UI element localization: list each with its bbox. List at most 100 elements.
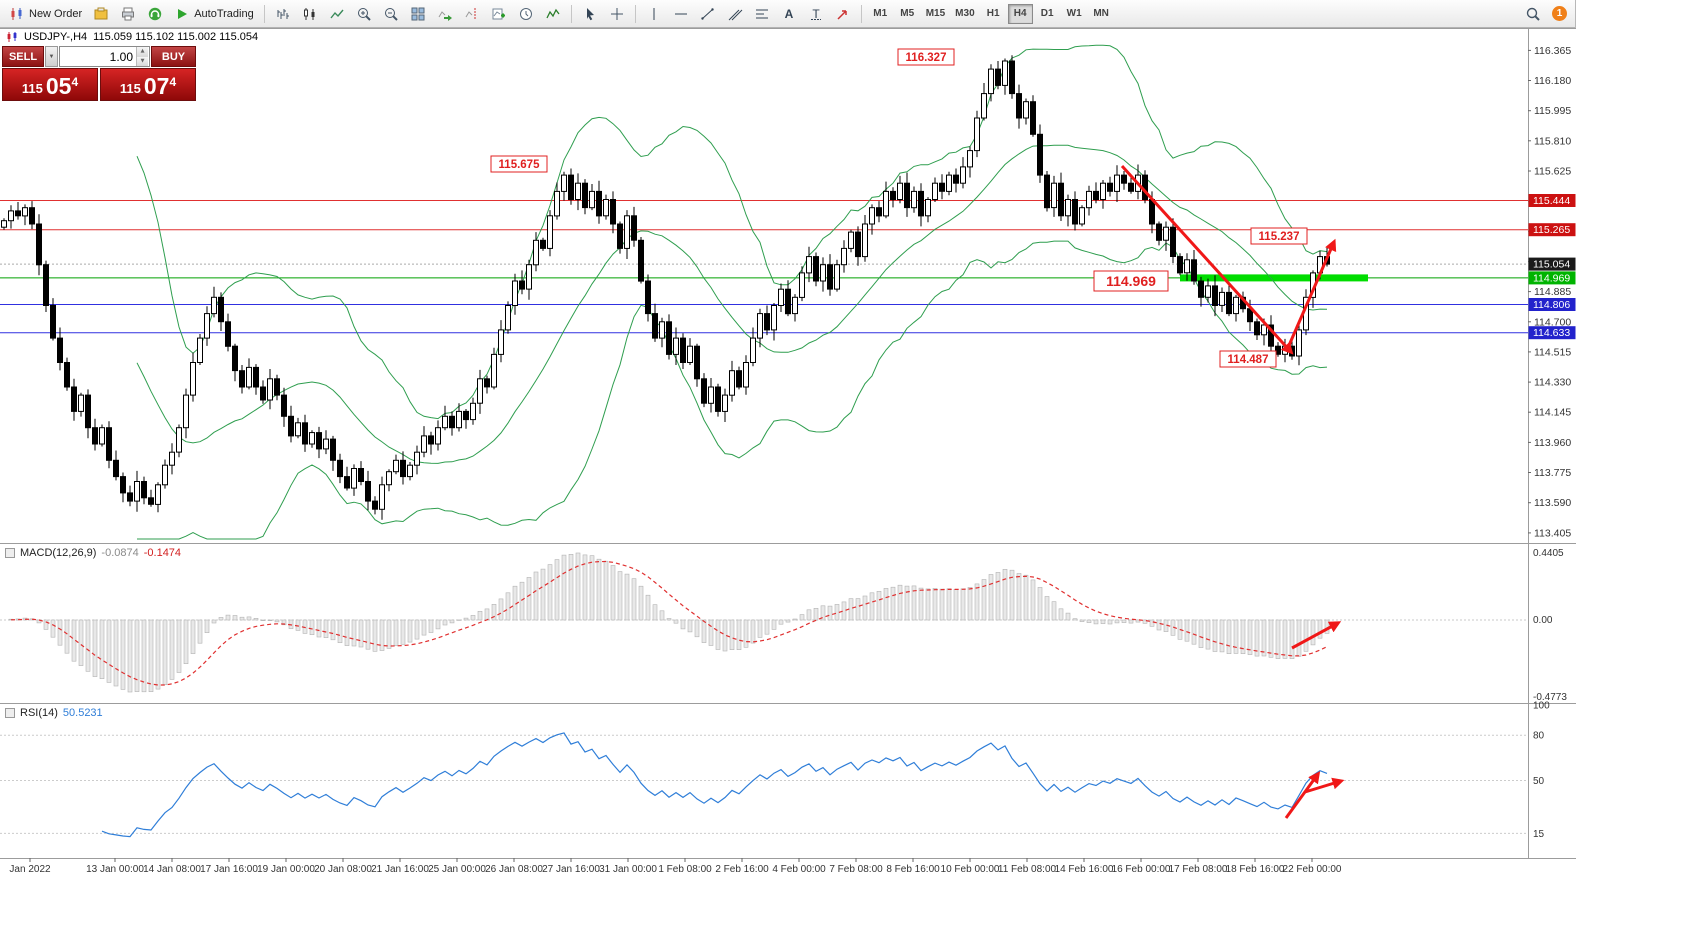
svg-text:116.327: 116.327	[906, 52, 947, 64]
timeframe-M5-button[interactable]: M5	[895, 4, 920, 24]
bar-chart-icon	[277, 8, 289, 19]
community-button[interactable]	[142, 3, 168, 25]
crosshair-button[interactable]	[604, 3, 630, 25]
svg-text:114.969: 114.969	[1106, 273, 1156, 289]
svg-text:10 Feb 00:00: 10 Feb 00:00	[941, 864, 1000, 875]
timeframe-H1-button[interactable]: H1	[981, 4, 1006, 24]
timeframe-D1-button[interactable]: D1	[1035, 4, 1060, 24]
trendline-icon	[701, 7, 714, 20]
search-button[interactable]	[1520, 3, 1546, 25]
sell-price-pips: 05	[45, 73, 72, 99]
new-order-button[interactable]: New Order	[4, 3, 87, 25]
timeframe-M1-button[interactable]: M1	[868, 4, 893, 24]
svg-text:0.4405: 0.4405	[1533, 548, 1564, 559]
zoom-out-button[interactable]	[378, 3, 404, 25]
chart-tab-icon	[7, 32, 17, 42]
svg-text:115.237: 115.237	[1259, 231, 1300, 243]
chevron-down-icon: ▼	[48, 53, 55, 60]
svg-text:19 Jan 00:00: 19 Jan 00:00	[257, 864, 315, 875]
one-click-trading-panel: SELL ▼ 1.00 ▲ ▼ BUY 115 05 4 115 07 4	[2, 46, 196, 101]
horizontal-line-icon	[674, 13, 687, 14]
tile-windows-icon	[411, 7, 425, 20]
svg-text:115.675: 115.675	[499, 159, 541, 171]
rsi-scale: 100 80 50 15	[1533, 701, 1550, 840]
cursor-icon	[586, 7, 594, 20]
toolbar-separator	[634, 4, 636, 23]
zoom-in-button[interactable]	[351, 3, 377, 25]
auto-scroll-button[interactable]	[432, 3, 458, 25]
vertical-line-tool-button[interactable]	[641, 3, 667, 25]
macd-scale: 0.4405 0.00 -0.4773	[1533, 548, 1567, 703]
indicators-button[interactable]	[540, 3, 566, 25]
symbol-title: USDJPY-,H4	[24, 31, 88, 43]
volume-input[interactable]: 1.00 ▲ ▼	[59, 46, 150, 67]
sell-price-fraction: 4	[71, 75, 79, 89]
svg-text:100: 100	[1533, 701, 1550, 712]
svg-text:113.405: 113.405	[1534, 527, 1571, 539]
fibonacci-tool-button[interactable]	[749, 3, 775, 25]
buy-button[interactable]: BUY	[151, 46, 196, 67]
macd-signal-value: -0.1474	[143, 547, 182, 559]
svg-text:22 Feb 00:00: 22 Feb 00:00	[1283, 864, 1342, 875]
volume-dropdown-button[interactable]: ▼	[45, 46, 58, 67]
spin-down-icon[interactable]: ▼	[137, 56, 148, 66]
crosshair-icon	[610, 7, 623, 20]
market-icon	[94, 7, 108, 19]
new-order-label: New Order	[29, 7, 83, 20]
cursor-button[interactable]	[577, 3, 603, 25]
notification-badge[interactable]: 1	[1552, 6, 1567, 21]
volume-value: 1.00	[109, 49, 133, 64]
svg-text:50: 50	[1533, 776, 1545, 787]
chart-shift-button[interactable]	[459, 3, 485, 25]
new-order-icon	[11, 7, 22, 20]
svg-text:8 Feb 16:00: 8 Feb 16:00	[886, 864, 940, 875]
timeframe-MN-button[interactable]: MN	[1089, 4, 1114, 24]
timeframe-M15-button[interactable]: M15	[922, 4, 949, 24]
svg-text:2 Feb 16:00: 2 Feb 16:00	[715, 864, 769, 875]
timeframe-H4-button[interactable]: H4	[1007, 3, 1033, 24]
print-button[interactable]	[115, 3, 141, 25]
time-axis: Jan 2022 13 Jan 00:00 14 Jan 08:00 17 Jan 1…	[9, 858, 1342, 875]
svg-text:114.515: 114.515	[1534, 346, 1571, 358]
svg-text:114.633: 114.633	[1533, 327, 1570, 339]
line-chart-button[interactable]	[324, 3, 350, 25]
toolbar: New Order AutoTrading A T M1 M5	[0, 0, 1575, 28]
svg-text:18 Feb 16:00: 18 Feb 16:00	[1226, 864, 1285, 875]
new-chart-button[interactable]	[486, 3, 512, 25]
rsi-name: RSI(14)	[20, 707, 58, 719]
macd-name: MACD(12,26,9)	[20, 547, 97, 559]
arrow-tool-button[interactable]	[830, 3, 856, 25]
autotrading-button[interactable]: AutoTrading	[169, 3, 259, 25]
toolbar-right-group: 1	[1520, 3, 1571, 25]
sell-price-display[interactable]: 115 05 4	[2, 68, 98, 101]
candlestick-chart-button[interactable]	[297, 3, 323, 25]
buy-price-fraction: 4	[169, 75, 177, 89]
horizontal-line-tool-button[interactable]	[668, 3, 694, 25]
svg-text:11 Feb 08:00: 11 Feb 08:00	[998, 864, 1057, 875]
toolbar-separator	[570, 4, 572, 23]
svg-text:26 Jan 08:00: 26 Jan 08:00	[485, 864, 543, 875]
timeframe-M30-button[interactable]: M30	[951, 4, 978, 24]
svg-text:115.265: 115.265	[1533, 224, 1570, 236]
tile-windows-button[interactable]	[405, 3, 431, 25]
spin-up-icon[interactable]: ▲	[137, 47, 148, 57]
trendline-tool-button[interactable]	[695, 3, 721, 25]
fibonacci-icon	[755, 9, 768, 18]
svg-text:114.806: 114.806	[1533, 299, 1570, 311]
svg-text:114.330: 114.330	[1534, 377, 1571, 389]
label-tool-button[interactable]: T	[803, 3, 829, 25]
autotrading-play-icon	[178, 8, 188, 19]
timeframe-W1-button[interactable]: W1	[1062, 4, 1087, 24]
sell-button[interactable]: SELL	[2, 46, 44, 67]
svg-text:15: 15	[1533, 829, 1545, 840]
market-button[interactable]	[88, 3, 114, 25]
main-chart[interactable]: 116.365 116.180 115.995 115.810 115.625 115.4…	[0, 0, 1576, 952]
channel-tool-button[interactable]	[722, 3, 748, 25]
bar-chart-button[interactable]	[270, 3, 296, 25]
buy-price-display[interactable]: 115 07 4	[100, 68, 196, 101]
timeframe-group: M1 M5 M15 M30 H1 H4 D1 W1 MN	[867, 3, 1115, 24]
rsi-header: RSI(14) 50.5231	[5, 707, 103, 719]
period-button[interactable]	[513, 3, 539, 25]
text-tool-button[interactable]: A	[776, 3, 802, 25]
svg-text:115.444: 115.444	[1533, 195, 1570, 207]
